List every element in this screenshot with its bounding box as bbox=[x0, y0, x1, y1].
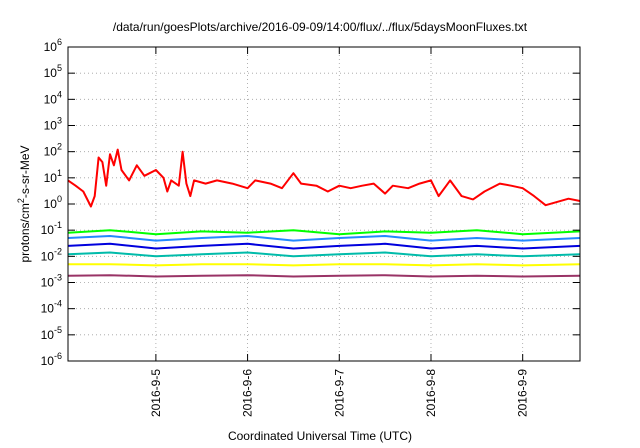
y-tick-label: 10-5 bbox=[41, 325, 62, 342]
chart-title: /data/run/goesPlots/archive/2016-09-09/1… bbox=[112, 20, 528, 34]
series-line-7 bbox=[67, 274, 581, 278]
series-line-3 bbox=[67, 235, 581, 242]
y-tick-label: 105 bbox=[44, 63, 62, 80]
y-tick-label: 10-4 bbox=[41, 299, 62, 316]
x-tick-label: 2016-9-6 bbox=[241, 369, 255, 417]
y-tick-label: 10-6 bbox=[41, 351, 62, 368]
grid-layer bbox=[68, 47, 580, 361]
y-tick-label: 10-2 bbox=[41, 246, 62, 263]
y-tick-label: 100 bbox=[44, 194, 62, 211]
series-line-4 bbox=[67, 242, 581, 250]
y-axis-label-after: -s-sr-MeV bbox=[18, 145, 32, 199]
x-tick-label: 2016-9-7 bbox=[332, 369, 346, 417]
y-axis-label-sup: 2 bbox=[16, 198, 26, 204]
series-line-2 bbox=[67, 229, 581, 236]
y-axis-label: protons/cm2-s-sr-MeV bbox=[16, 104, 32, 304]
x-tick-label: 2016-9-9 bbox=[516, 369, 530, 417]
series-line-6 bbox=[68, 263, 581, 267]
y-tick-label: 101 bbox=[44, 168, 62, 185]
y-axis-label-before: protons/cm bbox=[18, 203, 32, 263]
series-line-5 bbox=[67, 251, 581, 258]
y-tick-label: 10-3 bbox=[41, 273, 62, 290]
x-tick-label: 2016-9-5 bbox=[149, 369, 163, 417]
x-tick-label: 2016-9-8 bbox=[424, 369, 438, 417]
y-tick-label: 103 bbox=[44, 116, 62, 133]
y-tick-label: 10-1 bbox=[41, 220, 62, 237]
x-axis-label: Coordinated Universal Time (UTC) bbox=[227, 429, 413, 443]
series-layer bbox=[67, 148, 581, 278]
tick-label-layer: 10-6 10-5 10-4 10-3 10-2 10-1 100 101 102 103 104 1… bbox=[41, 37, 530, 417]
y-tick-label: 104 bbox=[44, 89, 62, 106]
series-line-1 bbox=[67, 148, 581, 208]
y-tick-label: 106 bbox=[44, 37, 62, 54]
tick-layer bbox=[68, 46, 580, 362]
y-tick-label: 102 bbox=[44, 142, 62, 159]
